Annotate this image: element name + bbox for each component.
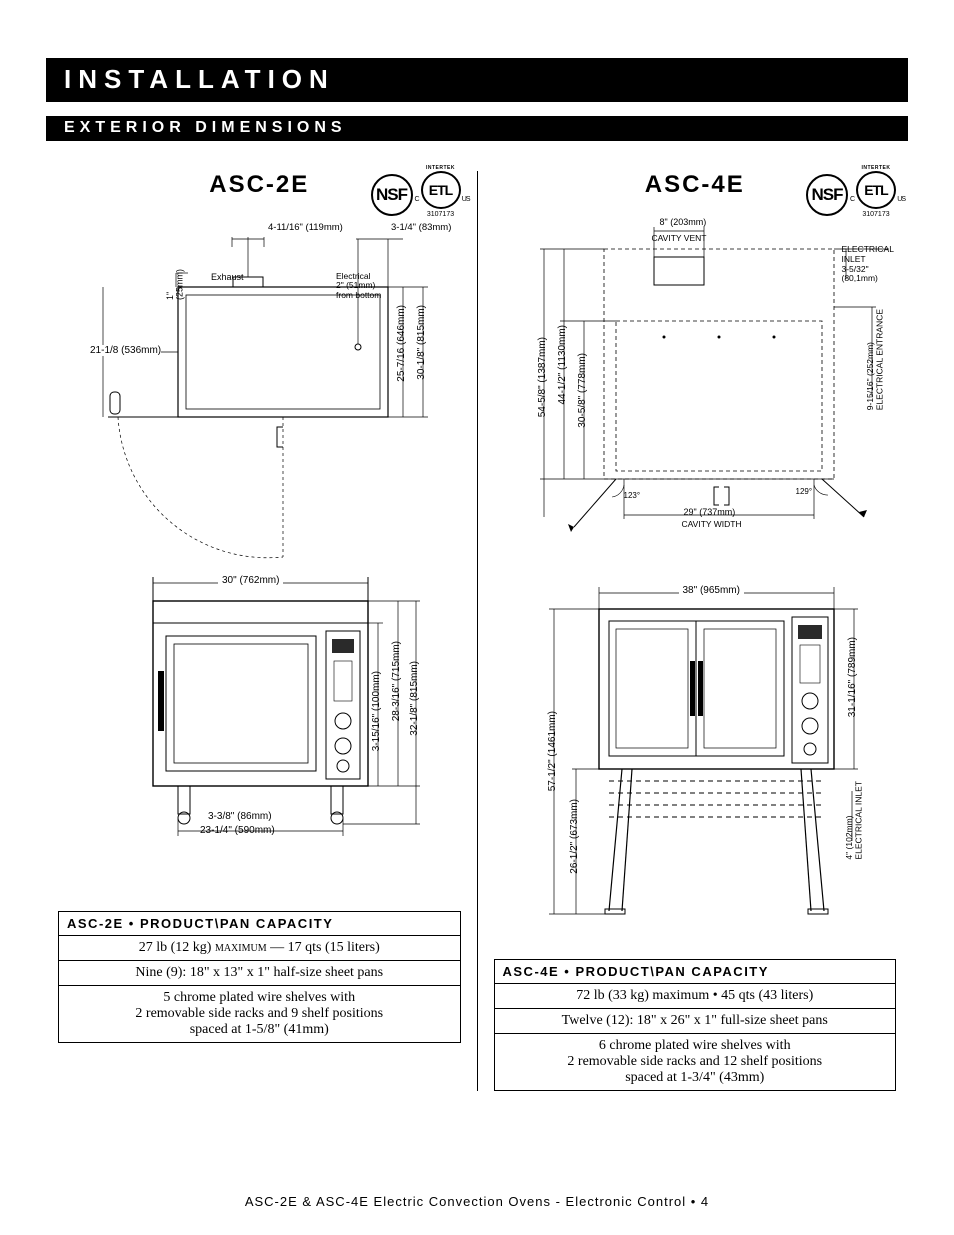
cavity-vent-label: CAVITY VENT xyxy=(652,233,707,243)
asc2e-top-diagram: 4-11/16" (119mm) Exhaust Electrical 2" (… xyxy=(58,217,461,567)
etl-text: ETL xyxy=(864,183,887,197)
cap-row: 72 lb (33 kg) maximum • 45 qts (43 liter… xyxy=(495,984,896,1009)
nsf-badge: NSF xyxy=(371,174,413,216)
h2-dim: 30-1/8" (815mm) xyxy=(416,305,427,380)
elec-inlet-label: ELECTRICAL INLET 3-5/32" (80,1mm) xyxy=(842,245,894,284)
cap-r1a: 27 lb (12 kg) xyxy=(139,940,215,955)
sub-heading: EXTERIOR DIMENSIONS xyxy=(46,116,908,141)
main-heading: INSTALLATION xyxy=(46,58,908,102)
etl-intertek: INTERTEK xyxy=(862,166,891,171)
door-left-angle: 123° xyxy=(624,491,641,500)
door-right-angle: 129° xyxy=(796,487,813,496)
side-small-dim: 1" (25mm) xyxy=(166,269,185,300)
cap-header: ASC-2E • PRODUCT\PAN CAPACITY xyxy=(59,912,460,936)
etl-badge: INTERTEKETL 3107173 xyxy=(856,171,896,218)
etl-text: ETL xyxy=(429,183,452,197)
etl-intertek: INTERTEK xyxy=(426,166,455,171)
h-ctrl: 3-15/16" (100mm) xyxy=(371,671,382,751)
h-total-r: 57-1/2" (1461mm) xyxy=(547,711,558,791)
cavity-w-label: CAVITY WIDTH xyxy=(682,519,742,529)
h-body-r: 31-1/16" (789mm) xyxy=(847,637,858,717)
cap-row: 27 lb (12 kg) maximum — 17 qts (15 liter… xyxy=(59,936,460,961)
h1-dim: 25-7/16 (646mm) xyxy=(396,305,407,382)
page-footer: ASC-2E & ASC-4E Electric Convection Oven… xyxy=(0,1194,954,1209)
leg-span: 23-1/4" (590mm) xyxy=(200,825,275,836)
asc4e-top-diagram: 8" (203mm) CAVITY VENT ELECTRICAL INLET … xyxy=(494,217,897,577)
right-column: ASC-4E NSF INTERTEKETL 3107173 xyxy=(482,171,909,1091)
width-dim: 21-1/8 (536mm) xyxy=(90,345,161,356)
h-legs-r: 26-1/2" (673mm) xyxy=(569,799,580,874)
model-label-left: ASC-2E xyxy=(209,171,309,199)
h-outer: 54-5/8" (1387mm) xyxy=(537,337,548,417)
model-label-right: ASC-4E xyxy=(645,171,745,199)
cap-row: Nine (9): 18" x 13" x 1" half-size sheet… xyxy=(59,961,460,986)
asc4e-capacity-table: ASC-4E • PRODUCT\PAN CAPACITY 72 lb (33 … xyxy=(494,959,897,1091)
h-mid: 44-1/2" (1130mm) xyxy=(557,325,568,405)
exhaust-label: Exhaust xyxy=(211,272,244,282)
asc4e-front-diagram: 38" (965mm) 57-1/2" (1461mm) 26-1/2" (67… xyxy=(494,581,897,931)
cap-row: 5 chrome plated wire shelves with 2 remo… xyxy=(59,986,460,1042)
h-inner: 30-5/8" (778mm) xyxy=(577,353,588,428)
cap-row: 6 chrome plated wire shelves with 2 remo… xyxy=(495,1034,896,1090)
asc2e-front-diagram: 30" (762mm) 3-15/16" (100mm) 28-3/16" (7… xyxy=(58,571,461,851)
cap-row: Twelve (12): 18" x 26" x 1" full-size sh… xyxy=(495,1009,896,1034)
electrical-dim: 3-1/4" (83mm) xyxy=(391,223,451,233)
column-divider xyxy=(477,171,478,1091)
left-column: ASC-2E NSF INTERTEKETL 3107173 xyxy=(46,171,473,1091)
front-width-r: 38" (965mm) xyxy=(679,585,744,596)
leg-gap: 3-3/8" (86mm) xyxy=(208,811,272,822)
cavity-vent-dim: 8" (203mm) xyxy=(660,217,707,227)
asc2e-capacity-table: ASC-2E • PRODUCT\PAN CAPACITY 27 lb (12 … xyxy=(58,911,461,1043)
cap-r1c: — 17 qts (15 liters) xyxy=(267,940,380,955)
electrical-label: Electrical 2" (51mm) from bottom xyxy=(336,272,381,300)
cavity-w-dim: 29" (737mm) xyxy=(684,507,736,517)
etl-badge: INTERTEKETL 3107173 xyxy=(421,171,461,218)
h-total: 32-1/8" (815mm) xyxy=(409,661,420,736)
cap-r1b: maximum xyxy=(215,940,267,955)
nsf-badge: NSF xyxy=(806,174,848,216)
elec-entrance: 9-15/16" (252mm) ELECTRICAL ENTRANCE xyxy=(866,309,885,410)
front-width: 30" (762mm) xyxy=(218,575,283,586)
exhaust-dim: 4-11/16" (119mm) xyxy=(268,223,343,233)
elec-inlet-r: 4" (102mm) ELECTRICAL INLET xyxy=(845,781,864,860)
h-body: 28-3/16" (715mm) xyxy=(391,641,402,721)
cap-header: ASC-4E • PRODUCT\PAN CAPACITY xyxy=(495,960,896,984)
